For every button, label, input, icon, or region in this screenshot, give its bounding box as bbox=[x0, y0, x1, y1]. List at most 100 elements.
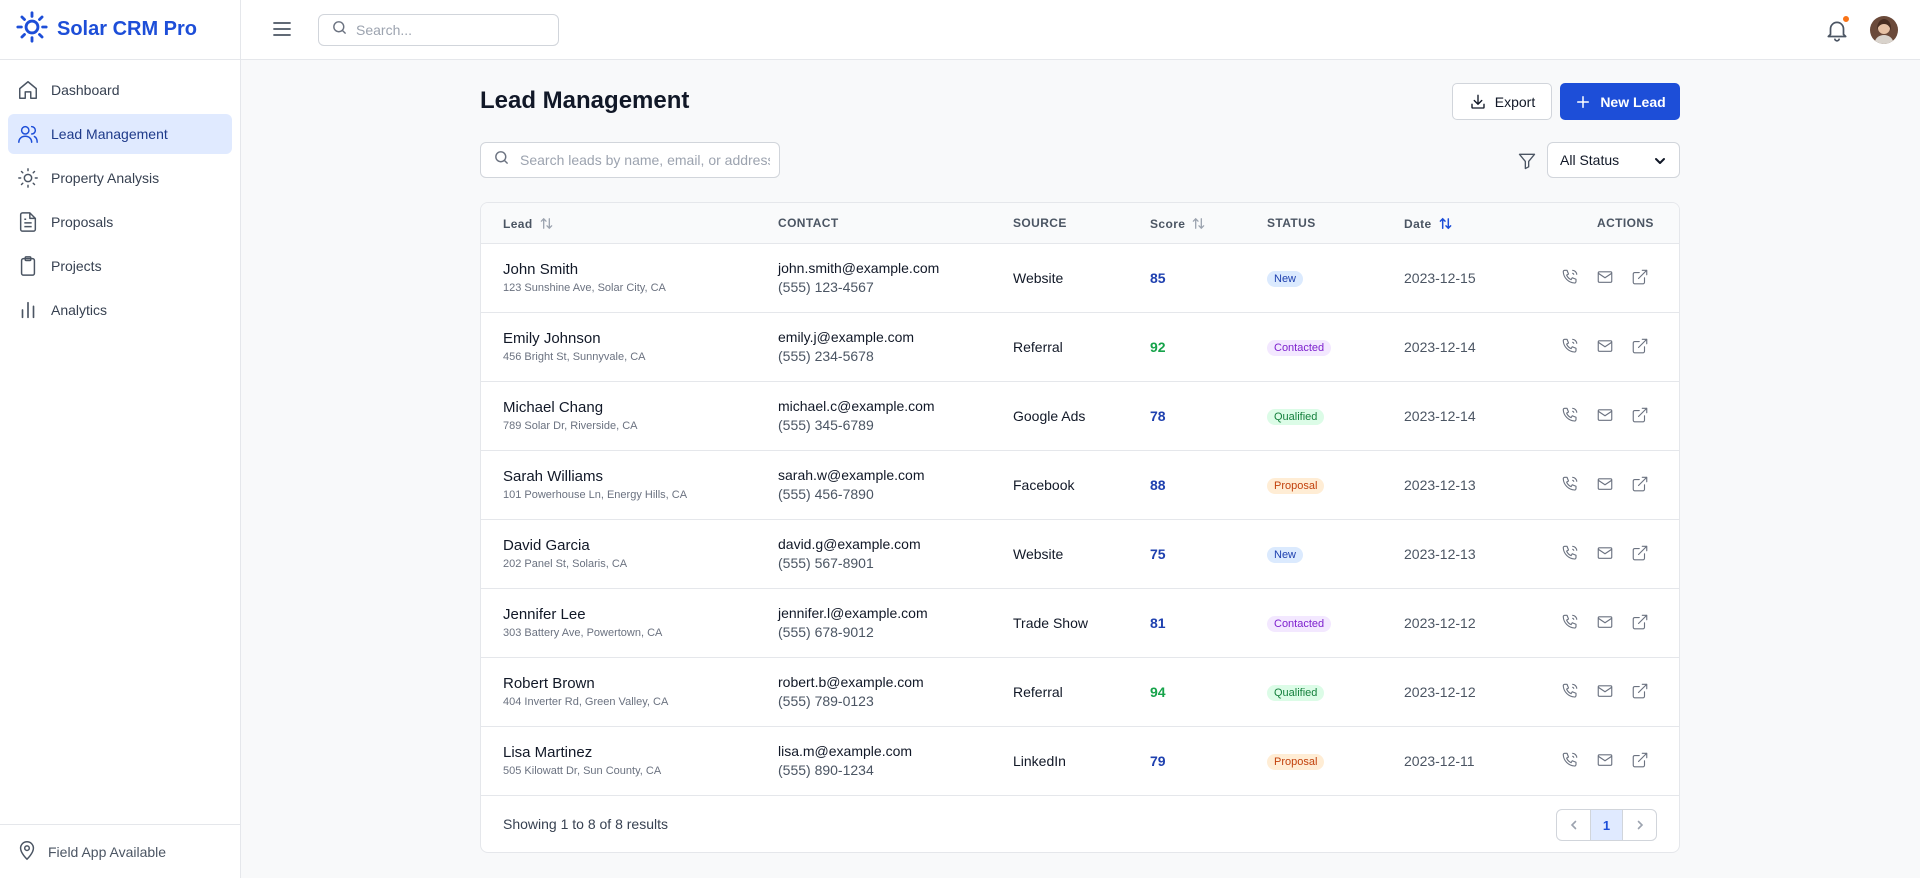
sidebar-item-dashboard[interactable]: Dashboard bbox=[8, 70, 232, 110]
call-icon[interactable] bbox=[1561, 475, 1579, 493]
call-icon[interactable] bbox=[1561, 682, 1579, 700]
page-button-current[interactable]: 1 bbox=[1590, 810, 1623, 840]
mail-icon[interactable] bbox=[1596, 475, 1614, 493]
header-status: STATUS bbox=[1267, 216, 1316, 230]
sidebar-item-proposals[interactable]: Proposals bbox=[8, 202, 232, 242]
lead-address: 202 Panel St, Solaris, CA bbox=[503, 558, 628, 570]
lead-address: 404 Inverter Rd, Green Valley, CA bbox=[503, 696, 669, 708]
lead-search-input[interactable] bbox=[520, 152, 770, 168]
lead-name[interactable]: John Smith bbox=[503, 261, 579, 278]
mail-icon[interactable] bbox=[1596, 544, 1614, 562]
lead-name[interactable]: Sarah Williams bbox=[503, 468, 604, 485]
open-external-icon[interactable] bbox=[1631, 682, 1649, 700]
lead-email: michael.c@example.com bbox=[778, 398, 935, 414]
open-external-icon[interactable] bbox=[1631, 406, 1649, 424]
mail-icon[interactable] bbox=[1596, 406, 1614, 424]
contact-cell: lisa.m@example.com (555) 890-1234 bbox=[778, 743, 912, 778]
status-cell: Qualified bbox=[1267, 407, 1325, 425]
row-actions bbox=[1561, 475, 1666, 493]
call-icon[interactable] bbox=[1561, 544, 1579, 562]
lead-email: sarah.w@example.com bbox=[778, 467, 925, 483]
lead-address: 505 Kilowatt Dr, Sun County, CA bbox=[503, 765, 662, 777]
lead-name[interactable]: Emily Johnson bbox=[503, 330, 601, 347]
lead-source: Facebook bbox=[1013, 477, 1075, 493]
row-actions bbox=[1561, 682, 1666, 700]
header-date-label: Date bbox=[1404, 216, 1432, 231]
bar-chart-icon bbox=[16, 298, 40, 322]
sidebar-item-label: Lead Management bbox=[51, 126, 168, 142]
export-button[interactable]: Export bbox=[1452, 83, 1552, 120]
sidebar-item-label: Proposals bbox=[51, 214, 114, 230]
open-external-icon[interactable] bbox=[1631, 337, 1649, 355]
notifications-button[interactable] bbox=[1824, 15, 1850, 43]
lead-source: Referral bbox=[1013, 339, 1063, 355]
lead-name[interactable]: Jennifer Lee bbox=[503, 606, 586, 623]
table-row[interactable]: Emily Johnson 456 Bright St, Sunnyvale, C… bbox=[481, 313, 1679, 382]
table-body: John Smith 123 Sunshine Ave, Solar City, … bbox=[481, 244, 1679, 796]
table-row[interactable]: Michael Chang 789 Solar Dr, Riverside, CA… bbox=[481, 382, 1679, 451]
table-row[interactable]: John Smith 123 Sunshine Ave, Solar City, … bbox=[481, 244, 1679, 313]
lead-date: 2023-12-12 bbox=[1404, 615, 1476, 631]
filter-icon[interactable] bbox=[1517, 151, 1537, 171]
table-row[interactable]: Jennifer Lee 303 Battery Ave, Powertown, … bbox=[481, 589, 1679, 658]
table-row[interactable]: Lisa Martinez 505 Kilowatt Dr, Sun County… bbox=[481, 727, 1679, 796]
call-icon[interactable] bbox=[1561, 751, 1579, 769]
row-actions bbox=[1561, 337, 1666, 355]
prev-page-button[interactable] bbox=[1557, 810, 1590, 840]
mail-icon[interactable] bbox=[1596, 337, 1614, 355]
call-icon[interactable] bbox=[1561, 613, 1579, 631]
lead-name[interactable]: Lisa Martinez bbox=[503, 744, 593, 761]
brand[interactable]: Solar CRM Pro bbox=[0, 0, 240, 60]
lead-date: 2023-12-12 bbox=[1404, 684, 1476, 700]
lead-cell: Sarah Williams 101 Powerhouse Ln, Energy … bbox=[503, 468, 687, 501]
open-external-icon[interactable] bbox=[1631, 751, 1649, 769]
lead-cell: Michael Chang 789 Solar Dr, Riverside, CA bbox=[503, 399, 638, 432]
header-lead[interactable]: Lead bbox=[503, 216, 554, 231]
users-icon bbox=[16, 122, 40, 146]
sidebar-item-property-analysis[interactable]: Property Analysis bbox=[8, 158, 232, 198]
lead-name[interactable]: David Garcia bbox=[503, 537, 590, 554]
field-app-notice[interactable]: Field App Available bbox=[0, 824, 240, 878]
open-external-icon[interactable] bbox=[1631, 613, 1649, 631]
home-icon bbox=[16, 78, 40, 102]
global-search[interactable] bbox=[318, 14, 559, 46]
table-row[interactable]: Robert Brown 404 Inverter Rd, Green Valle… bbox=[481, 658, 1679, 727]
open-external-icon[interactable] bbox=[1631, 475, 1649, 493]
open-external-icon[interactable] bbox=[1631, 268, 1649, 286]
lead-search[interactable] bbox=[480, 142, 780, 178]
lead-cell: Jennifer Lee 303 Battery Ave, Powertown, … bbox=[503, 606, 662, 639]
call-icon[interactable] bbox=[1561, 337, 1579, 355]
table-header: Lead CONTACT SOURCE Score STATUS Date AC… bbox=[481, 203, 1679, 244]
header-date[interactable]: Date bbox=[1404, 216, 1453, 231]
lead-name[interactable]: Michael Chang bbox=[503, 399, 604, 416]
call-icon[interactable] bbox=[1561, 406, 1579, 424]
header-score[interactable]: Score bbox=[1150, 216, 1206, 231]
table-row[interactable]: David Garcia 202 Panel St, Solaris, CA dav… bbox=[481, 520, 1679, 589]
mail-icon[interactable] bbox=[1596, 268, 1614, 286]
row-actions bbox=[1561, 268, 1666, 286]
open-external-icon[interactable] bbox=[1631, 544, 1649, 562]
clipboard-icon bbox=[16, 254, 40, 278]
mail-icon[interactable] bbox=[1596, 751, 1614, 769]
table-row[interactable]: Sarah Williams 101 Powerhouse Ln, Energy … bbox=[481, 451, 1679, 520]
call-icon[interactable] bbox=[1561, 268, 1579, 286]
sidebar-item-analytics[interactable]: Analytics bbox=[8, 290, 232, 330]
lead-date: 2023-12-11 bbox=[1404, 753, 1475, 769]
mail-icon[interactable] bbox=[1596, 682, 1614, 700]
global-search-input[interactable] bbox=[356, 22, 546, 38]
lead-email: robert.b@example.com bbox=[778, 674, 924, 690]
status-filter-select[interactable]: All Status bbox=[1547, 142, 1680, 178]
avatar[interactable] bbox=[1870, 16, 1898, 44]
lead-date: 2023-12-14 bbox=[1404, 408, 1476, 424]
mail-icon[interactable] bbox=[1596, 613, 1614, 631]
next-page-button[interactable] bbox=[1623, 810, 1656, 840]
sidebar-item-lead-management[interactable]: Lead Management bbox=[8, 114, 232, 154]
new-lead-button[interactable]: New Lead bbox=[1560, 83, 1680, 120]
sidebar-item-projects[interactable]: Projects bbox=[8, 246, 232, 286]
contact-cell: sarah.w@example.com (555) 456-7890 bbox=[778, 467, 925, 502]
lead-name[interactable]: Robert Brown bbox=[503, 675, 595, 692]
menu-icon[interactable] bbox=[271, 18, 293, 40]
lead-email: jennifer.l@example.com bbox=[778, 605, 928, 621]
app-title: Solar CRM Pro bbox=[57, 18, 198, 40]
contact-cell: david.g@example.com (555) 567-8901 bbox=[778, 536, 921, 571]
